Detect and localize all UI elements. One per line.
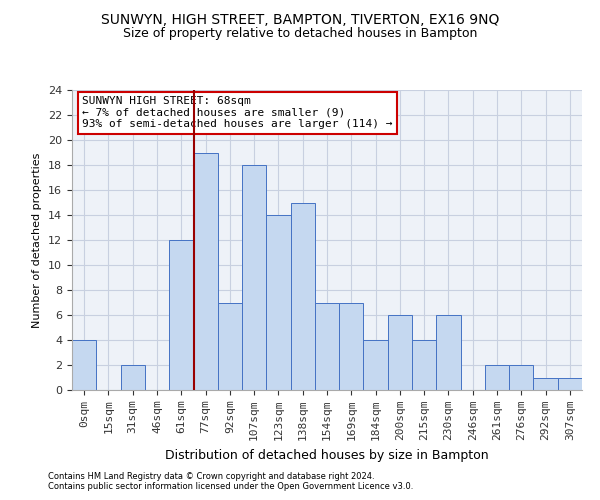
Bar — [558, 378, 582, 390]
Bar — [266, 215, 290, 390]
Bar — [193, 152, 218, 390]
Bar — [72, 340, 96, 390]
Bar — [485, 365, 509, 390]
Bar — [533, 378, 558, 390]
Bar — [218, 302, 242, 390]
Bar — [339, 302, 364, 390]
Bar — [290, 202, 315, 390]
Text: SUNWYN HIGH STREET: 68sqm
← 7% of detached houses are smaller (9)
93% of semi-de: SUNWYN HIGH STREET: 68sqm ← 7% of detach… — [82, 96, 392, 129]
Bar — [315, 302, 339, 390]
Bar — [436, 315, 461, 390]
Bar — [509, 365, 533, 390]
Text: Size of property relative to detached houses in Bampton: Size of property relative to detached ho… — [123, 28, 477, 40]
Text: Contains HM Land Registry data © Crown copyright and database right 2024.: Contains HM Land Registry data © Crown c… — [48, 472, 374, 481]
Bar — [388, 315, 412, 390]
Text: Contains public sector information licensed under the Open Government Licence v3: Contains public sector information licen… — [48, 482, 413, 491]
Bar — [364, 340, 388, 390]
Bar — [242, 165, 266, 390]
Bar — [169, 240, 193, 390]
Text: SUNWYN, HIGH STREET, BAMPTON, TIVERTON, EX16 9NQ: SUNWYN, HIGH STREET, BAMPTON, TIVERTON, … — [101, 12, 499, 26]
Bar — [412, 340, 436, 390]
X-axis label: Distribution of detached houses by size in Bampton: Distribution of detached houses by size … — [165, 448, 489, 462]
Y-axis label: Number of detached properties: Number of detached properties — [32, 152, 43, 328]
Bar — [121, 365, 145, 390]
